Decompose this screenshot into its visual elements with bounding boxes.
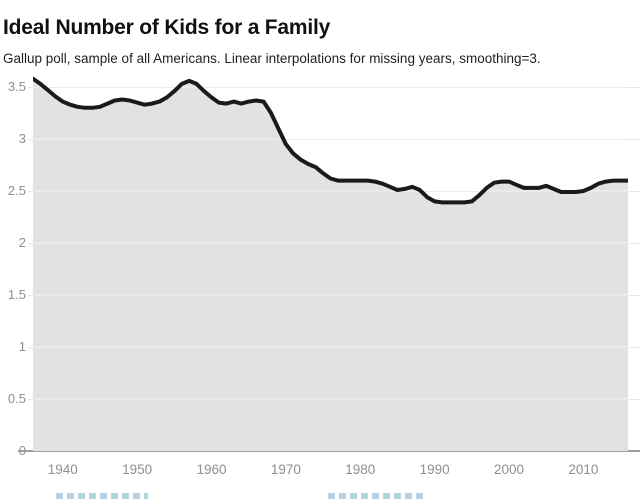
trend-line <box>33 76 628 205</box>
area-fill <box>33 78 628 451</box>
y-axis-tick-label: 0.5 <box>7 391 26 406</box>
page-title: Ideal Number of Kids for a Family <box>3 16 331 40</box>
y-axis-tick-label: 2 <box>18 235 26 250</box>
footer-link-cutoff[interactable] <box>328 493 423 499</box>
y-axis-tick-label: 1.5 <box>7 287 26 302</box>
footer-link-cutoff[interactable] <box>56 493 148 499</box>
x-axis-tick-label: 1970 <box>270 462 301 477</box>
x-axis-tick-label: 1990 <box>419 462 450 477</box>
x-axis-tick-label: 1950 <box>122 462 153 477</box>
x-axis-tick-label: 2000 <box>493 462 525 477</box>
y-axis-tick-label: 2.5 <box>7 183 26 198</box>
y-axis-tick-label: 3.5 <box>7 79 26 94</box>
plot-area <box>33 76 628 451</box>
y-axis-tick-label: 0 <box>18 443 26 458</box>
chart-subtitle: Gallup poll, sample of all Americans. Li… <box>3 50 541 66</box>
x-axis-tick-label: 2010 <box>568 462 599 477</box>
y-axis-tick-label: 1 <box>18 339 26 354</box>
y-axis-tick-label: 3 <box>18 131 26 146</box>
x-axis-tick-label: 1940 <box>47 462 78 477</box>
x-axis-tick-label: 1980 <box>345 462 376 477</box>
x-axis-tick-label: 1960 <box>196 462 227 477</box>
